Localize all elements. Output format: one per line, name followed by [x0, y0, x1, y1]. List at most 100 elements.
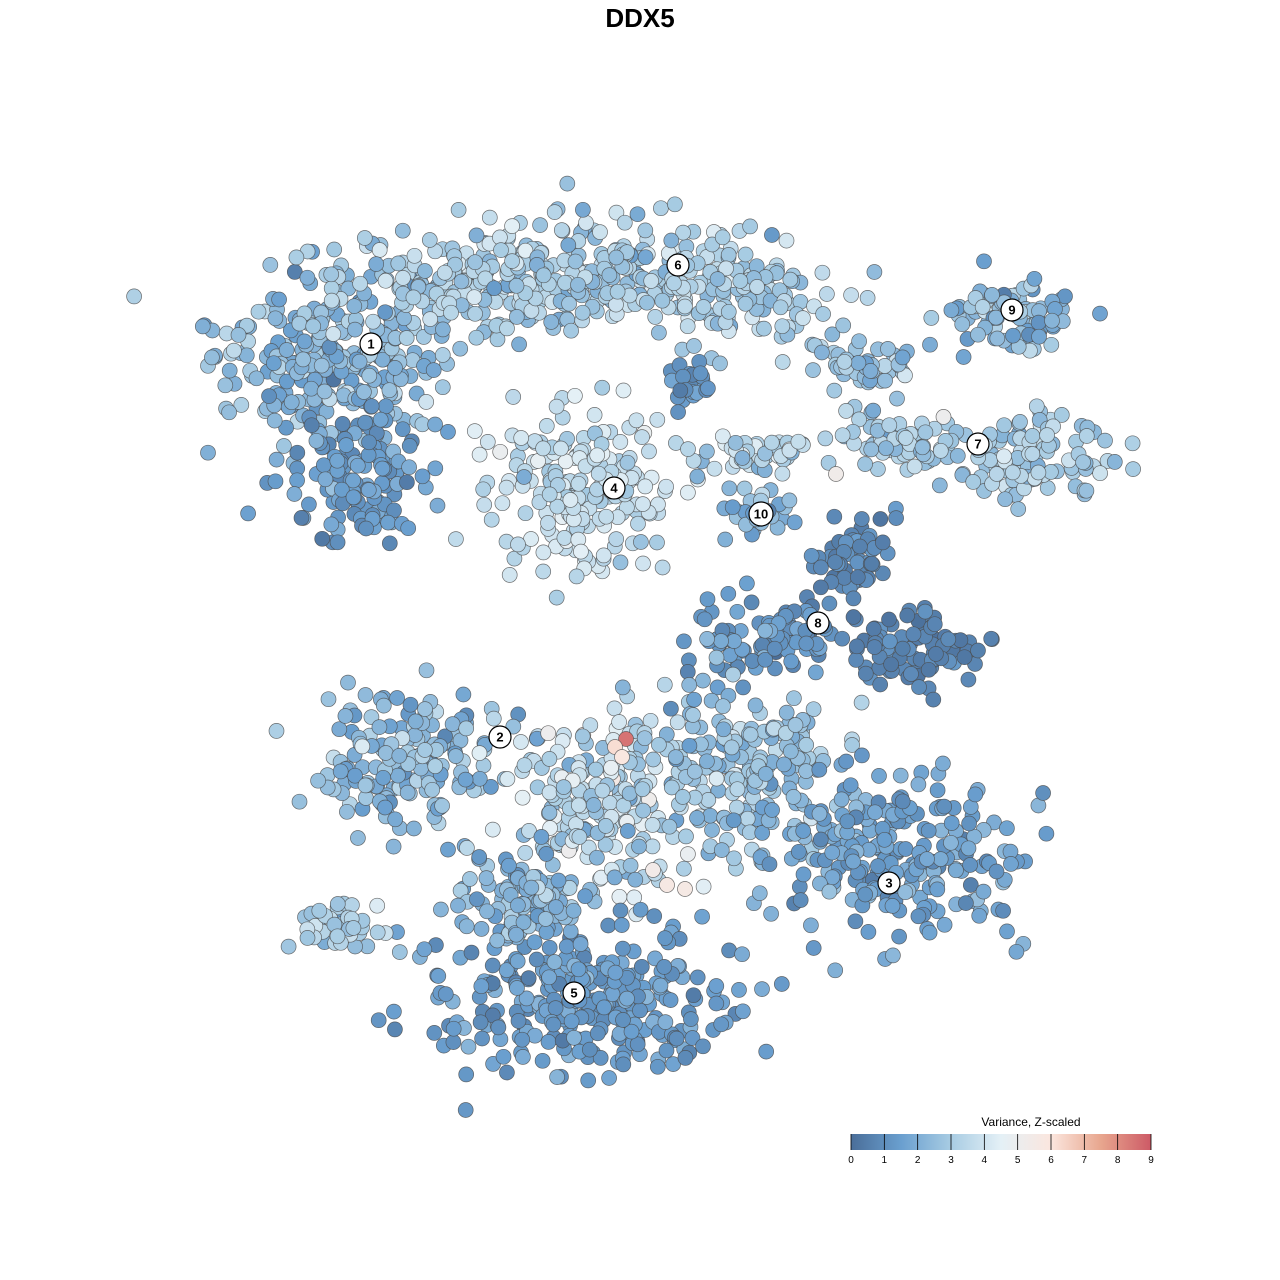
cell-points [126, 175, 1141, 1118]
cell-point [271, 291, 287, 308]
cell-point [639, 294, 655, 311]
cell-point [601, 1070, 617, 1086]
cell-point [761, 856, 778, 873]
cell-point [758, 1043, 775, 1060]
cell-point [394, 421, 411, 438]
cell-point [417, 742, 433, 758]
cell-point [876, 831, 893, 848]
cell-point [657, 1014, 674, 1030]
cell-point [477, 270, 494, 287]
cell-point [798, 737, 815, 753]
cell-point [615, 1056, 632, 1073]
cell-point [1078, 428, 1095, 444]
cell-point [499, 320, 515, 337]
cell-point [1003, 856, 1019, 872]
cell-point [371, 242, 388, 258]
cell-point [844, 737, 860, 753]
cell-point [562, 923, 579, 940]
cell-point [308, 432, 325, 449]
cell-point [803, 547, 820, 564]
legend-colorbar [851, 1134, 1151, 1150]
cell-point [713, 633, 729, 649]
cell-point [1010, 501, 1027, 517]
cell-point [983, 630, 1000, 647]
cell-point [486, 280, 503, 297]
cell-point [267, 473, 284, 490]
cell-point [1035, 785, 1051, 801]
cell-point [577, 888, 593, 905]
cell-point [543, 314, 560, 330]
cell-point [790, 843, 807, 860]
cell-point [447, 748, 464, 764]
cell-point [468, 329, 485, 346]
cell-point [935, 409, 952, 425]
cell-point [699, 631, 715, 647]
cell-point [811, 805, 828, 822]
cell-point [929, 782, 946, 799]
cell-point [634, 781, 651, 798]
cell-point [774, 465, 791, 482]
cell-point [377, 272, 394, 289]
cell-point [695, 672, 711, 689]
cell-point [459, 840, 475, 856]
cell-point [1043, 336, 1060, 353]
cell-point [501, 567, 518, 583]
cell-point [517, 242, 534, 259]
cell-point [365, 313, 381, 330]
cell-point [863, 555, 880, 572]
cell-point [334, 416, 351, 432]
cell-point [706, 460, 723, 477]
cell-point [1078, 482, 1095, 499]
cell-point [735, 679, 751, 696]
cell-point [984, 287, 1000, 303]
cell-point [472, 1014, 489, 1031]
cell-point [833, 791, 850, 808]
cell-point [414, 468, 431, 485]
cell-point [406, 820, 422, 837]
cell-point [126, 288, 142, 305]
cell-point [356, 384, 372, 400]
cell-point [463, 944, 480, 961]
cell-point [606, 869, 623, 886]
cell-point [646, 908, 663, 924]
cell-point [498, 479, 515, 496]
cell-point [754, 981, 770, 997]
cluster-label-8: 8 [806, 611, 830, 635]
cell-point [811, 761, 828, 778]
cell-point [817, 430, 834, 447]
cell-point [345, 489, 362, 506]
cell-point [418, 662, 435, 679]
cell-point [541, 804, 558, 821]
cell-point [852, 538, 868, 555]
cell-point [385, 838, 402, 855]
cell-point [471, 770, 488, 787]
cell-point [666, 275, 682, 292]
cell-point [445, 1020, 462, 1037]
cell-point [347, 321, 363, 338]
cell-point [484, 957, 501, 974]
cell-point [450, 897, 466, 914]
cell-point [1008, 943, 1025, 960]
cell-point [1124, 435, 1141, 452]
cell-point [988, 863, 1005, 880]
cell-point [920, 661, 937, 678]
cell-point [485, 710, 502, 727]
cell-point [471, 745, 488, 761]
cell-point [515, 914, 532, 931]
cell-point [311, 902, 328, 919]
cell-point [676, 633, 692, 650]
legend-title: Variance, Z-scaled [981, 1115, 1080, 1129]
cell-point [615, 382, 632, 399]
cell-point [667, 196, 683, 213]
cell-point [632, 1002, 648, 1019]
cell-point [842, 777, 859, 794]
cell-point [455, 686, 472, 703]
cell-point [654, 559, 671, 576]
cell-point [853, 511, 870, 527]
cell-point [955, 349, 972, 365]
cell-point [931, 477, 948, 494]
cell-point [611, 714, 627, 730]
cell-point [425, 362, 442, 378]
cell-point [878, 440, 894, 457]
cell-point [967, 786, 984, 803]
